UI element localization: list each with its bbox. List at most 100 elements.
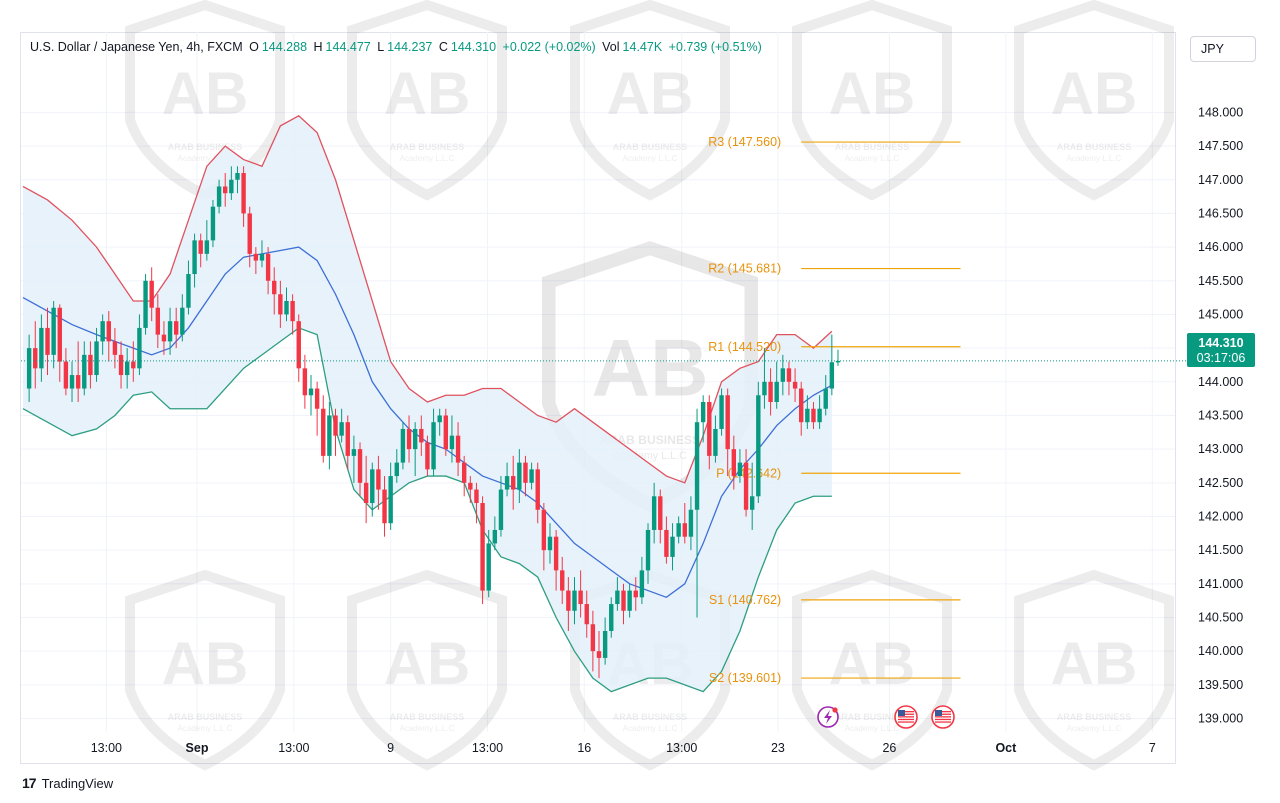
candle-body xyxy=(88,354,93,376)
candle xyxy=(792,368,798,402)
candle xyxy=(425,435,430,477)
candle-body xyxy=(155,307,161,335)
candle xyxy=(535,462,540,524)
shield-outline xyxy=(570,0,730,201)
price-tick-label: 145.500 xyxy=(1198,274,1243,288)
candle-body xyxy=(590,624,596,652)
us-flag-event-icon xyxy=(931,705,955,729)
tradingview-logo-icon: 17 xyxy=(22,775,37,791)
low-value: 144.237 xyxy=(387,40,433,54)
watermark-line2: Academy L.L.C xyxy=(178,154,233,163)
candle-body xyxy=(345,422,350,456)
candle-body xyxy=(314,388,320,409)
candle-body xyxy=(780,368,786,382)
candle xyxy=(167,307,173,355)
candle xyxy=(492,516,498,551)
symbol-title[interactable]: U.S. Dollar / Japanese Yen, 4h, FXCM xyxy=(30,40,243,54)
time-tick-label: 7 xyxy=(1149,741,1156,755)
middle-band-line xyxy=(22,246,833,599)
candle-body xyxy=(664,529,669,557)
lower-band-line xyxy=(22,327,832,693)
watermark-line2: Academy L.L.C xyxy=(178,724,233,733)
candle xyxy=(566,577,571,631)
candle xyxy=(296,314,301,382)
shield-outline xyxy=(792,0,952,201)
candle xyxy=(486,529,491,598)
candle-body xyxy=(511,476,516,490)
candle-body xyxy=(167,321,173,342)
candle-body xyxy=(382,489,387,524)
price-badge-price: 144.310 xyxy=(1198,336,1243,350)
candle xyxy=(835,349,841,366)
candle-body xyxy=(290,300,295,322)
close-value: 144.310 xyxy=(450,40,497,54)
watermark-line2: Academy L.L.C xyxy=(623,724,678,733)
candle xyxy=(615,577,620,611)
watermark-letters: AB xyxy=(384,60,471,127)
candle-body xyxy=(731,449,737,477)
candle-body xyxy=(799,388,804,423)
tradingview-brand[interactable]: 17 TradingView xyxy=(22,775,113,791)
candle-body xyxy=(33,348,38,369)
upper-band-line xyxy=(22,114,833,484)
candle xyxy=(112,327,118,369)
candle-body xyxy=(308,388,314,396)
time-tick-label: 13:00 xyxy=(472,741,503,755)
candle-body xyxy=(449,435,455,450)
shield-outline xyxy=(1014,0,1174,201)
price-tick-label: 148.000 xyxy=(1198,105,1243,119)
candle-body xyxy=(180,307,185,335)
candle xyxy=(406,415,412,463)
candle xyxy=(321,395,326,463)
brand-name: TradingView xyxy=(41,775,114,791)
candle-body xyxy=(339,422,344,436)
candle xyxy=(192,233,197,288)
price-tick-label: 141.000 xyxy=(1198,577,1243,591)
ab-shield-logo-icon: AB ARAB BUSINESS Academy L.L.C xyxy=(347,0,507,201)
candle xyxy=(345,415,350,470)
candle xyxy=(376,455,381,510)
candle-body xyxy=(51,307,56,355)
ab-shield-logo-icon: AB ARAB BUSINESS Academy L.L.C xyxy=(347,569,507,771)
candle xyxy=(51,300,56,369)
candle xyxy=(363,455,369,524)
flag-stripe xyxy=(898,718,914,721)
price-axis[interactable]: 148.000 147.500 147.000 146.500 146.000 145.5… xyxy=(1198,105,1243,725)
candle-body xyxy=(553,536,559,571)
candle-body xyxy=(321,408,326,456)
candle xyxy=(743,449,749,517)
candle xyxy=(578,570,583,618)
watermark-letters: AB xyxy=(592,323,709,413)
candle-body xyxy=(192,240,197,275)
volume-value: 14.47K xyxy=(622,40,663,54)
price-tick-label: 141.500 xyxy=(1198,543,1243,557)
candle-body xyxy=(394,462,399,477)
candle-body xyxy=(57,307,62,362)
time-tick-label: Oct xyxy=(995,741,1017,755)
candle xyxy=(173,307,179,349)
candle-body xyxy=(682,523,687,537)
candle xyxy=(204,220,210,261)
candle-body xyxy=(406,428,412,450)
candle xyxy=(461,455,467,497)
candle-body xyxy=(137,327,142,369)
currency-button[interactable]: JPY xyxy=(1190,36,1256,62)
price-badge-countdown: 03:17:06 xyxy=(1197,351,1246,365)
candle xyxy=(357,442,363,497)
candle xyxy=(124,348,130,389)
candle xyxy=(180,294,185,342)
time-axis[interactable]: 13:00 Sep 13:00 9 13:00 16 13:00 23 26 Oct 7 xyxy=(91,741,1156,755)
watermark-line2: Academy L.L.C xyxy=(1067,154,1122,163)
candle-body xyxy=(143,280,148,328)
candle xyxy=(161,321,167,355)
candle xyxy=(45,307,50,376)
candle-body xyxy=(425,442,430,470)
candle-body xyxy=(486,543,491,591)
candle xyxy=(547,523,553,564)
candle-body xyxy=(63,361,69,389)
candle-body xyxy=(363,482,369,504)
candle xyxy=(443,408,449,456)
candle xyxy=(468,476,473,504)
candle xyxy=(774,361,779,409)
